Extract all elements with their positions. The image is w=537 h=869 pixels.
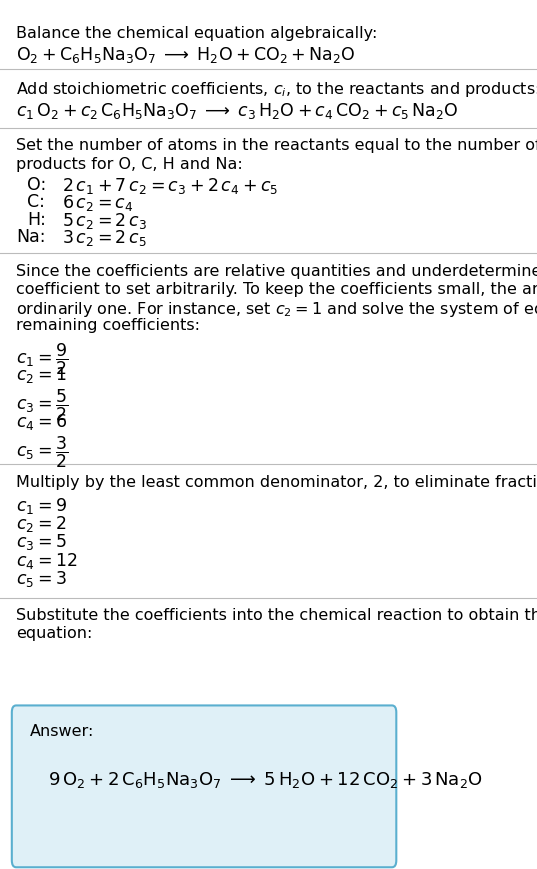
Text: Balance the chemical equation algebraically:: Balance the chemical equation algebraica… (16, 26, 378, 41)
Text: remaining coefficients:: remaining coefficients: (16, 318, 200, 333)
Text: $c_5 = 3$: $c_5 = 3$ (16, 568, 67, 588)
Text: Multiply by the least common denominator, 2, to eliminate fractional coefficient: Multiply by the least common denominator… (16, 474, 537, 489)
Text: $9\,\mathrm{O_2} + 2\,\mathrm{C_6H_5Na_3O_7} \;\longrightarrow\; 5\,\mathrm{H_2O: $9\,\mathrm{O_2} + 2\,\mathrm{C_6H_5Na_3… (48, 769, 483, 789)
Text: Add stoichiometric coefficients, $c_i$, to the reactants and products:: Add stoichiometric coefficients, $c_i$, … (16, 80, 537, 99)
Text: O:: O: (27, 176, 46, 194)
Text: Na:: Na: (16, 228, 46, 246)
Text: coefficient to set arbitrarily. To keep the coefficients small, the arbitrary va: coefficient to set arbitrarily. To keep … (16, 282, 537, 296)
Text: H:: H: (27, 210, 46, 229)
Text: $c_4 = 12$: $c_4 = 12$ (16, 550, 77, 570)
Text: $c_2 = 1$: $c_2 = 1$ (16, 365, 67, 385)
Text: $c_3 = \dfrac{5}{2}$: $c_3 = \dfrac{5}{2}$ (16, 388, 68, 423)
Text: $2\,c_1 + 7\,c_2 = c_3 + 2\,c_4 + c_5$: $2\,c_1 + 7\,c_2 = c_3 + 2\,c_4 + c_5$ (62, 176, 278, 196)
Text: $3\,c_2 = 2\,c_5$: $3\,c_2 = 2\,c_5$ (62, 228, 147, 248)
Text: Since the coefficients are relative quantities and underdetermined, choose a: Since the coefficients are relative quan… (16, 263, 537, 278)
Text: $c_2 = 2$: $c_2 = 2$ (16, 514, 67, 534)
Text: $c_5 = \dfrac{3}{2}$: $c_5 = \dfrac{3}{2}$ (16, 434, 68, 469)
Text: $5\,c_2 = 2\,c_3$: $5\,c_2 = 2\,c_3$ (62, 210, 147, 230)
Text: $\mathrm{O_2 + C_6H_5Na_3O_7 \;\longrightarrow\; H_2O + CO_2 + Na_2O}$: $\mathrm{O_2 + C_6H_5Na_3O_7 \;\longrigh… (16, 45, 355, 65)
Text: Set the number of atoms in the reactants equal to the number of atoms in the: Set the number of atoms in the reactants… (16, 138, 537, 153)
Text: $c_1\,\mathrm{O_2} + c_2\,\mathrm{C_6H_5Na_3O_7} \;\longrightarrow\; c_3\,\mathr: $c_1\,\mathrm{O_2} + c_2\,\mathrm{C_6H_5… (16, 101, 459, 121)
Text: Substitute the coefficients into the chemical reaction to obtain the balanced: Substitute the coefficients into the che… (16, 607, 537, 622)
Text: $c_4 = 6$: $c_4 = 6$ (16, 411, 67, 431)
FancyBboxPatch shape (12, 706, 396, 867)
Text: $c_3 = 5$: $c_3 = 5$ (16, 532, 67, 552)
Text: C:: C: (27, 193, 45, 211)
Text: equation:: equation: (16, 626, 92, 640)
Text: Answer:: Answer: (30, 723, 94, 738)
Text: ordinarily one. For instance, set $c_2 = 1$ and solve the system of equations fo: ordinarily one. For instance, set $c_2 =… (16, 300, 537, 319)
Text: $6\,c_2 = c_4$: $6\,c_2 = c_4$ (62, 193, 133, 213)
Text: $c_1 = \dfrac{9}{2}$: $c_1 = \dfrac{9}{2}$ (16, 342, 68, 377)
Text: products for O, C, H and Na:: products for O, C, H and Na: (16, 156, 243, 171)
Text: $c_1 = 9$: $c_1 = 9$ (16, 495, 67, 515)
